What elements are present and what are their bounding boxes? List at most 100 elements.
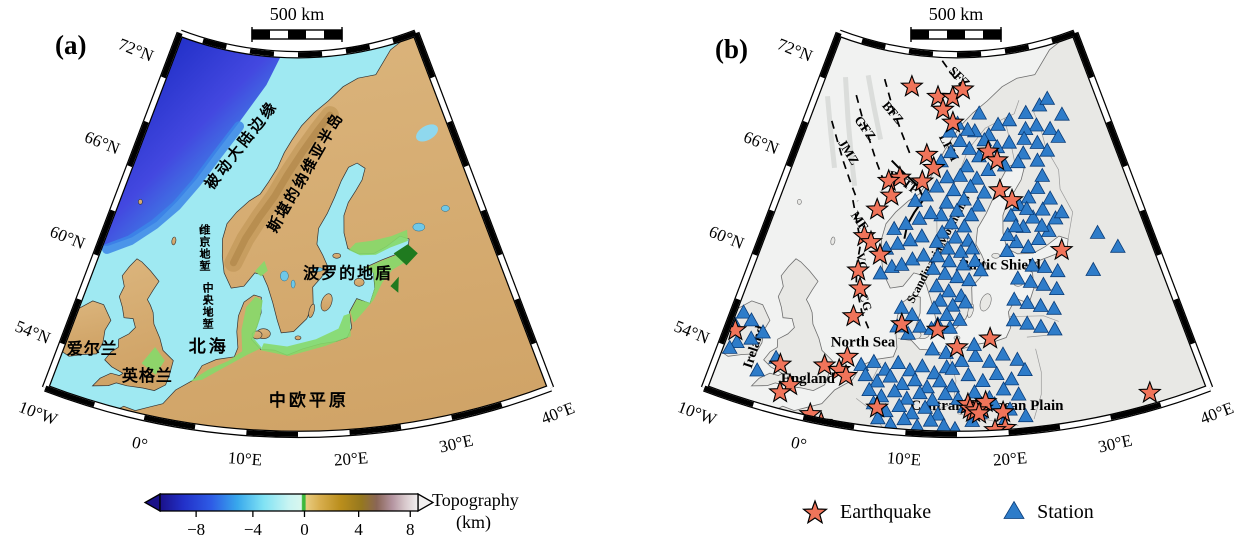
lon-label: 20°E — [333, 448, 368, 469]
graben-label: 维京地堑 — [200, 222, 211, 272]
lon-label: 10°E — [227, 448, 262, 469]
lon-label: 10°W — [675, 397, 720, 429]
station-marker — [755, 324, 771, 339]
station-marker — [912, 318, 929, 333]
colorbar-unit: (km) — [456, 512, 491, 532]
lon-label: 30°E — [437, 431, 474, 457]
station-marker — [1010, 153, 1026, 169]
station-marker — [956, 191, 972, 206]
station-marker — [891, 397, 908, 412]
lat-label: 66°N — [741, 127, 782, 158]
earthquake-markers — [723, 74, 1162, 435]
station-marker — [944, 377, 961, 393]
station-marker — [894, 375, 911, 390]
colorbar-tick-label: 4 — [354, 520, 363, 539]
panel-a-map: 被动大陆边缘斯堪的纳维亚半岛波罗的地盾北海爱尔兰英格兰中欧平原维京地堑中央地堑7… — [13, 27, 578, 470]
station-marker — [968, 170, 985, 185]
station-marker — [941, 252, 958, 268]
station-marker — [970, 197, 986, 212]
station-marker — [917, 399, 934, 414]
station-marker — [995, 381, 1012, 396]
station-marker — [1001, 111, 1018, 127]
station-marker — [1046, 300, 1062, 315]
station-marker — [995, 346, 1011, 361]
station-marker — [961, 271, 978, 287]
station-marker — [1033, 318, 1049, 333]
colorbar-title: Topography — [432, 490, 519, 510]
station-marker — [964, 240, 981, 255]
station-marker — [955, 256, 972, 271]
station-marker — [967, 347, 984, 362]
station-marker — [928, 233, 945, 248]
station-marker — [749, 362, 766, 377]
earthquake-marker — [940, 110, 965, 133]
station-marker — [1020, 238, 1037, 253]
station-marker — [898, 390, 915, 405]
station-marker — [938, 344, 954, 359]
earthquake-marker — [910, 168, 935, 192]
station-marker — [966, 336, 983, 351]
station-marker — [949, 268, 965, 284]
station-marker — [922, 412, 939, 427]
station-marker — [944, 297, 961, 312]
station-marker — [1019, 294, 1036, 309]
lon-label: 10°E — [886, 448, 921, 469]
station-marker — [940, 283, 957, 298]
station-marker — [1010, 386, 1027, 401]
station-marker — [857, 366, 874, 382]
station-marker — [928, 178, 945, 193]
lon-label: 40°E — [539, 398, 578, 428]
lon-label: 0° — [130, 433, 149, 455]
lat-label: 54°N — [672, 317, 713, 348]
station-marker — [861, 381, 878, 396]
earthquake-marker — [945, 334, 969, 358]
station-marker — [924, 391, 941, 407]
earthquake-marker — [835, 344, 860, 368]
earthquake-marker — [1000, 187, 1024, 211]
station-marker — [865, 353, 882, 368]
station-marker — [1032, 297, 1049, 312]
station-marker — [967, 252, 983, 267]
station-marker — [929, 247, 946, 263]
station-marker — [943, 215, 960, 230]
earthquake-marker — [879, 183, 904, 206]
station-marker — [918, 187, 934, 202]
station-marker — [897, 215, 914, 230]
station-marker — [903, 405, 920, 420]
station-marker — [1017, 361, 1033, 376]
earthquake-marker — [847, 275, 873, 299]
station-marker — [912, 384, 928, 400]
station-marker — [1001, 134, 1018, 149]
earthquake-marker — [768, 379, 793, 403]
station-marker — [922, 204, 939, 220]
station-marker — [1024, 257, 1041, 272]
lon-label: 10°W — [16, 397, 61, 429]
earthquake-marker — [930, 97, 955, 120]
fault-line-BFZ — [883, 78, 912, 156]
station-marker — [882, 368, 899, 383]
station-marker — [1034, 167, 1051, 182]
earthquake-marker — [976, 139, 1001, 162]
station-marker — [919, 378, 935, 394]
station-marker — [981, 353, 998, 368]
station-marker — [926, 364, 943, 380]
station-marker — [1028, 117, 1045, 132]
station-marker — [1039, 90, 1056, 105]
station-marker — [735, 304, 752, 319]
earthquake-marker — [868, 242, 893, 265]
place-label: 中欧平原 — [269, 390, 349, 410]
station-marker — [889, 235, 906, 250]
station-marker — [939, 240, 956, 255]
station-marker — [944, 360, 961, 375]
station-marker — [1054, 106, 1070, 121]
station-marker — [1029, 179, 1046, 194]
earthquake-marker — [983, 417, 1008, 435]
colorbar-tick-label: 0 — [300, 520, 309, 539]
earthquake-marker — [985, 147, 1010, 171]
station-marker — [960, 366, 977, 382]
place-label: 波罗的地盾 — [303, 264, 393, 283]
station-marker — [958, 158, 975, 173]
place-label: 爱尔兰 — [67, 339, 118, 358]
station-marker — [976, 184, 993, 199]
